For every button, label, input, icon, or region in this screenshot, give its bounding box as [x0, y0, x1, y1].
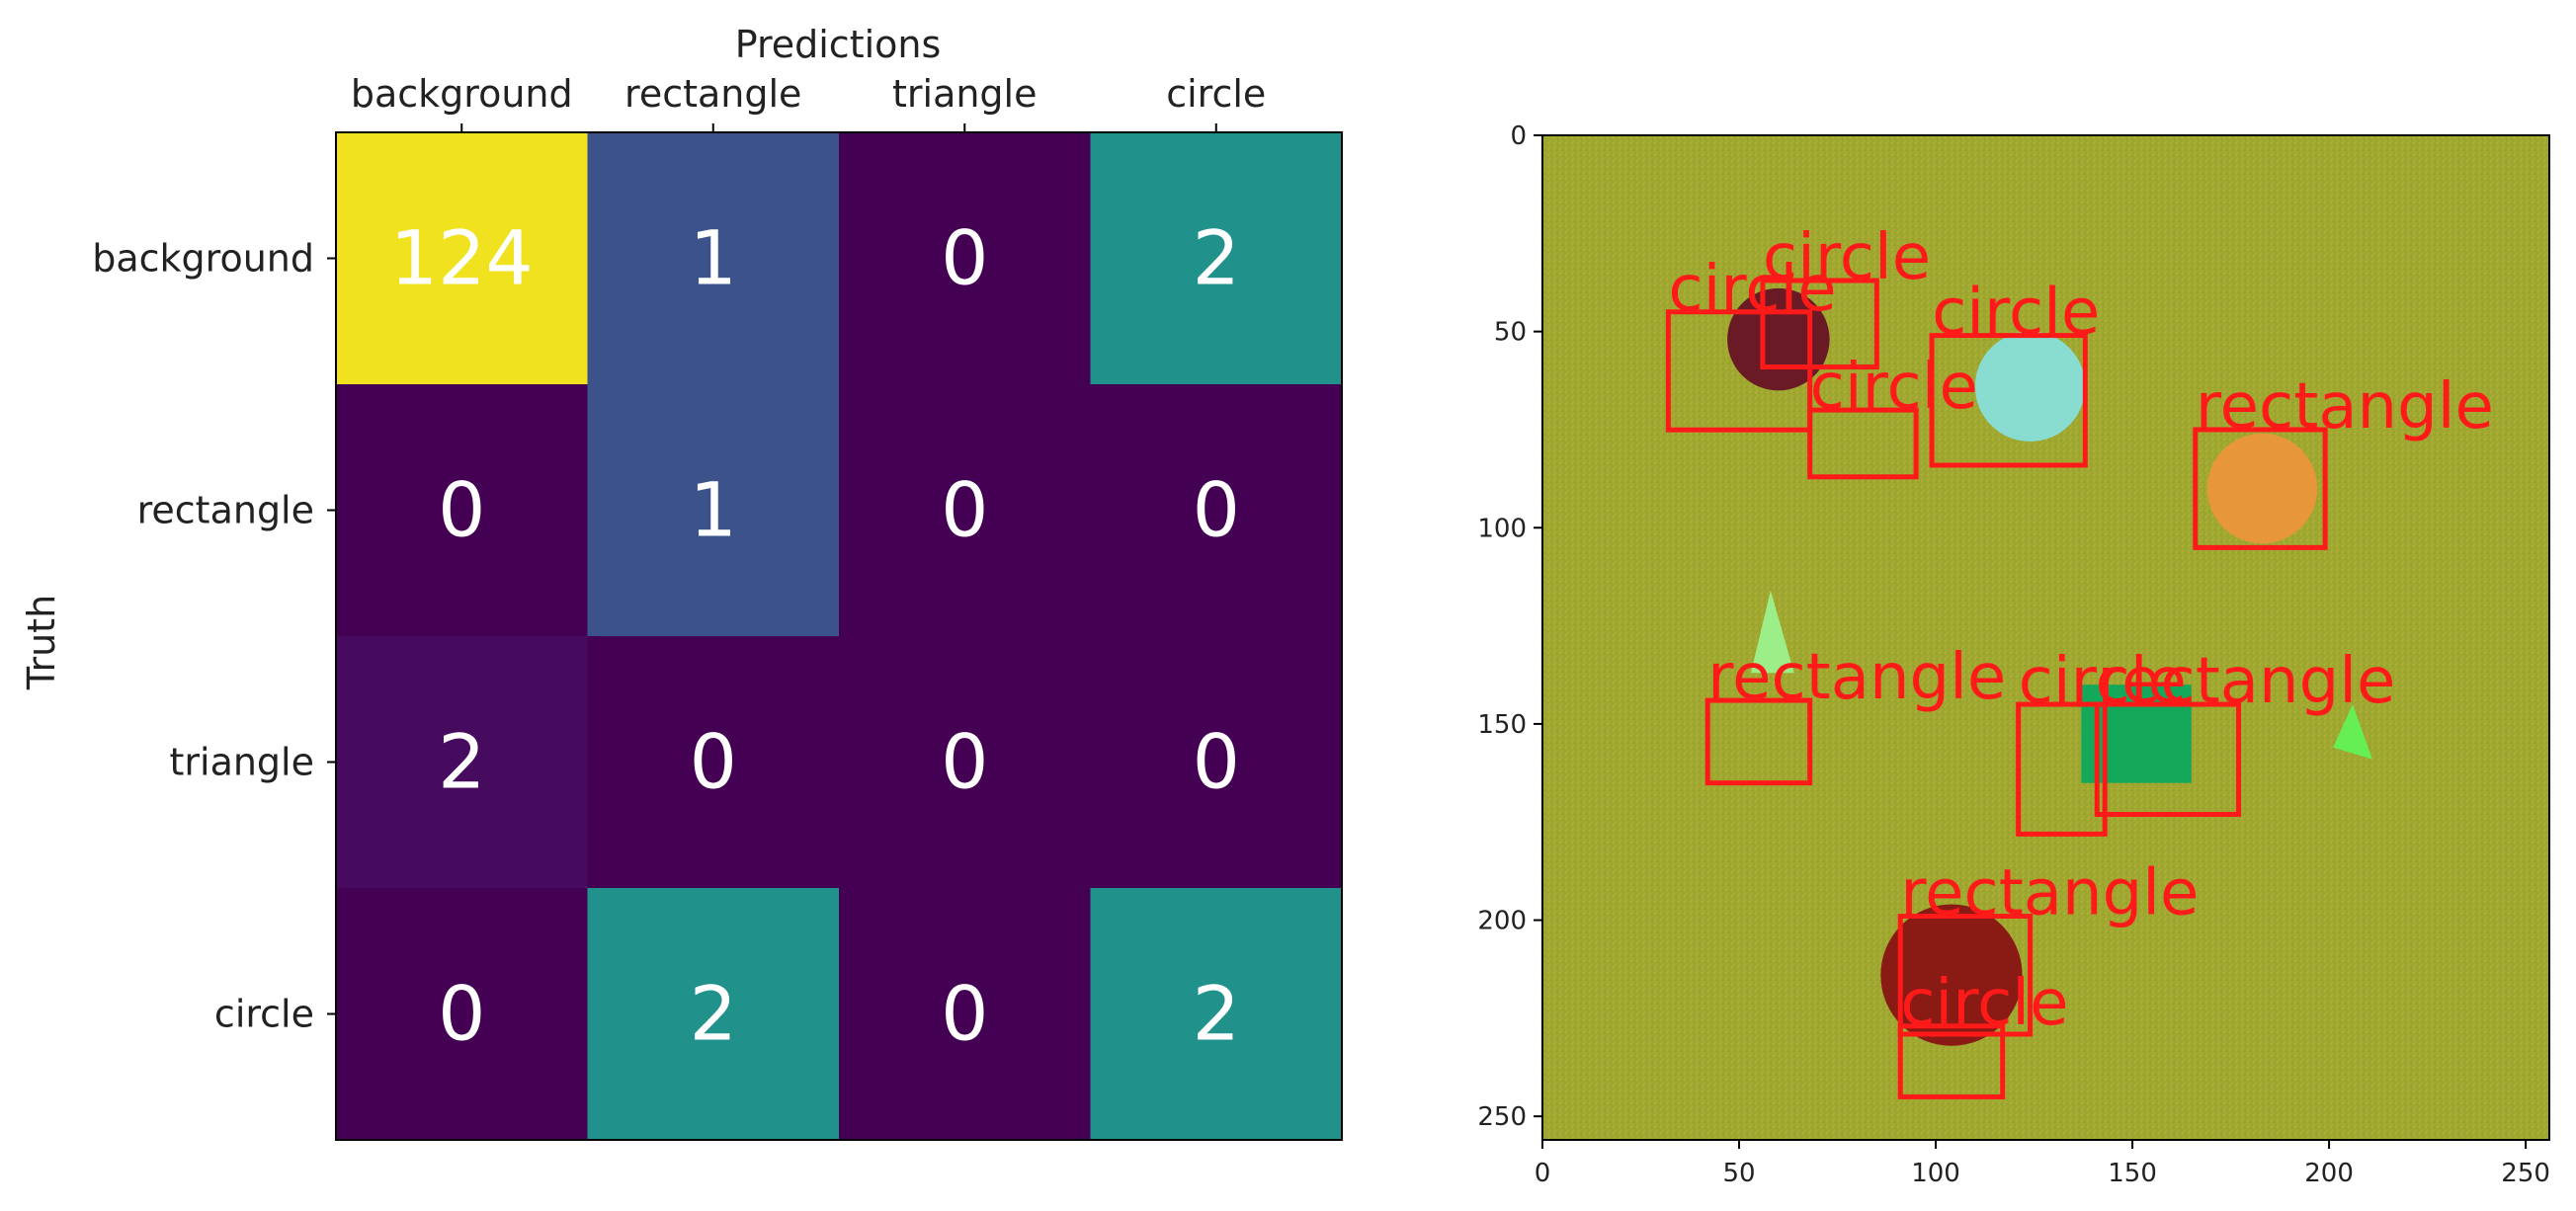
detection-label: circle: [1900, 967, 2068, 1040]
heatmap-cell: [839, 636, 1091, 889]
x-tick-label: 200: [2304, 1159, 2354, 1188]
detection-box: [1704, 697, 1813, 786]
heatmap-cell: [336, 636, 588, 889]
cell-value-label: 0: [941, 466, 988, 554]
heatmap-cell: [1090, 888, 1343, 1141]
heatmap-cell: [1090, 636, 1343, 889]
cell-value-label: 0: [1193, 718, 1240, 806]
heatmap-cell: [1090, 384, 1343, 637]
cell-value-label: 124: [390, 214, 534, 302]
y-tick-label: 150: [1477, 710, 1527, 740]
cell-value-label: 0: [1193, 466, 1240, 554]
detection-box: [2193, 427, 2328, 550]
heatmap-cell: [587, 132, 840, 385]
cell-value-label: 2: [438, 718, 485, 806]
cell-value-label: 2: [1193, 970, 1240, 1058]
detection-box: [2016, 701, 2108, 837]
heatmap-cell: [839, 888, 1091, 1141]
y-tick-label: background: [92, 237, 314, 281]
detection-plot: circlecirclecirclecirclerectanglerectang…: [1477, 121, 2550, 1188]
y-tick-label: rectangle: [137, 489, 314, 532]
x-tick-label: circle: [1166, 72, 1266, 116]
y-tick-label: 0: [1510, 121, 1527, 151]
heatmap-cell: [1090, 132, 1343, 385]
x-tick-label: 250: [2501, 1159, 2550, 1188]
detection-label: circle: [1668, 253, 1836, 326]
detection-label: rectangle: [2097, 645, 2395, 718]
detection-box: [1897, 914, 2034, 1037]
detection-box: [1897, 1023, 2006, 1099]
detection-box: [1807, 407, 1919, 480]
cell-value-label: 0: [690, 718, 737, 806]
rectangle-shape: [2081, 685, 2192, 783]
triangle-shape: [1750, 590, 1794, 674]
x-tick-label: 50: [1722, 1159, 1755, 1188]
detection-plot-frame: [1541, 134, 2550, 1141]
y-tick-label: 200: [1477, 907, 1527, 936]
x-tick-label: 150: [2108, 1159, 2157, 1188]
heatmap-cell: [587, 384, 840, 637]
circle-shape: [2206, 433, 2318, 544]
detection-label: circle: [1932, 277, 2100, 350]
detection-box: [2094, 701, 2242, 817]
heatmap-cell: [336, 132, 588, 385]
heatmap-cell: [587, 636, 840, 889]
heatmap-cell: [336, 384, 588, 637]
cell-value-label: 0: [941, 718, 988, 806]
detection-box: [1760, 278, 1879, 370]
cell-value-label: 0: [438, 970, 485, 1058]
y-tick-label: 250: [1477, 1102, 1527, 1132]
detection-label: rectangle: [1900, 857, 2199, 930]
cell-value-label: 0: [941, 970, 988, 1058]
confusion-matrix-cells: 124 1 0 2 0 1 0 0 2 0 0 0 0 2 0 2: [336, 132, 1343, 1141]
detection-label: circle: [1763, 221, 1931, 294]
circle-shape: [1880, 904, 2023, 1046]
x-tick-label: 100: [1911, 1159, 1960, 1188]
y-tick-label: circle: [214, 993, 314, 1036]
cell-value-label: 0: [941, 214, 988, 302]
circle-shape: [1974, 331, 2086, 442]
cell-value-label: 1: [690, 214, 737, 302]
confusion-matrix-frame: [335, 131, 1343, 1141]
detection-label: circle: [1810, 351, 1978, 424]
y-tick-label: triangle: [169, 741, 314, 784]
detection-label: rectangle: [2196, 370, 2494, 444]
confusion-matrix-ticks: background rectangle triangle circle backgro…: [92, 72, 1266, 1036]
x-tick-label: background: [351, 72, 573, 116]
confusion-matrix: Predictions Truth 124 1 0 2 0 1 0 0 2 0 0 0 0 2 0 2 bac…: [20, 23, 1343, 1141]
detection-box: [1929, 333, 2088, 468]
y-tick-label: 50: [1494, 318, 1527, 348]
cell-value-label: 0: [438, 466, 485, 554]
triangle-shape: [2333, 704, 2372, 760]
heatmap-cell: [839, 384, 1091, 637]
detection-axis-ticks: 0 50 100 150 200 250 0 50 100 150 200 250: [1477, 121, 2550, 1188]
cell-value-label: 1: [690, 466, 737, 554]
cell-value-label: 2: [1193, 214, 1240, 302]
detection-box: [1665, 309, 1813, 433]
heatmap-cell: [587, 888, 840, 1141]
detection-boxes: circlecirclecirclecirclerectanglerectang…: [1665, 221, 2494, 1099]
heatmap-cell: [336, 888, 588, 1141]
predictions-axis-label: Predictions: [735, 23, 942, 66]
y-tick-label: 100: [1477, 514, 1527, 543]
truth-axis-label: Truth: [20, 595, 63, 690]
image-noise: [1542, 135, 2549, 1140]
heatmap-cell: [839, 132, 1091, 385]
x-tick-label: triangle: [892, 72, 1038, 116]
x-tick-label: 0: [1535, 1159, 1551, 1188]
cell-value-label: 2: [690, 970, 737, 1058]
detection-label: rectangle: [1707, 641, 2006, 714]
x-tick-label: rectangle: [624, 72, 801, 116]
